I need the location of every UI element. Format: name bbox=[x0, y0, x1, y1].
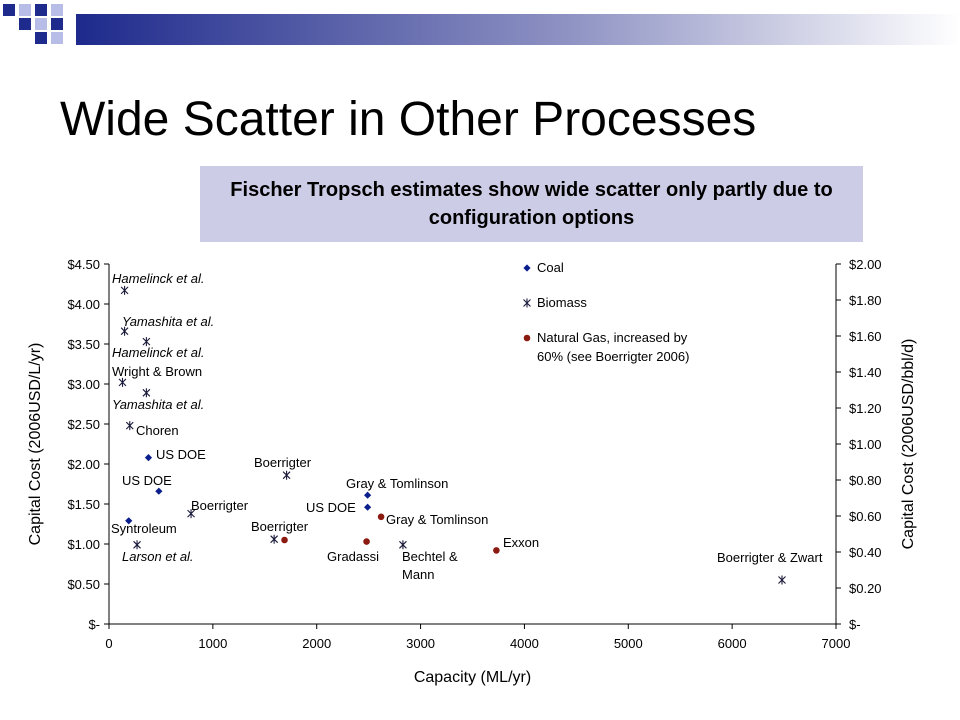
y2-tick-label: $0.60 bbox=[849, 509, 882, 524]
point-annotation: US DOE bbox=[122, 473, 172, 488]
coal-point bbox=[364, 503, 372, 511]
x-tick-label: 1000 bbox=[198, 636, 227, 651]
natural-gas-point bbox=[493, 547, 500, 554]
header-square bbox=[35, 32, 47, 44]
header-square bbox=[3, 4, 15, 16]
y-tick-label: $2.50 bbox=[67, 417, 100, 432]
legend-biomass-label: Biomass bbox=[537, 295, 587, 310]
x-tick-label: 0 bbox=[105, 636, 112, 651]
coal-point bbox=[364, 491, 372, 499]
point-annotation: Choren bbox=[136, 423, 179, 438]
biomass-point bbox=[120, 285, 129, 295]
y-tick-label: $0.50 bbox=[67, 577, 100, 592]
y2-tick-label: $0.20 bbox=[849, 581, 882, 596]
callout-box: Fischer Tropsch estimates show wide scat… bbox=[200, 166, 863, 242]
coal-point bbox=[144, 454, 153, 462]
header-decoration bbox=[3, 4, 960, 45]
point-annotation: Exxon bbox=[503, 535, 539, 550]
point-annotation: Hamelinck et al. bbox=[112, 345, 204, 360]
biomass-point bbox=[142, 388, 151, 398]
y2-tick-label: $1.60 bbox=[849, 329, 882, 344]
point-annotation: Gray & Tomlinson bbox=[386, 512, 488, 527]
natural-gas-point bbox=[281, 536, 288, 544]
biomass-point bbox=[399, 540, 407, 550]
point-annotation: US DOE bbox=[156, 447, 206, 462]
point-annotation: Wright & Brown bbox=[112, 364, 202, 379]
y2-tick-label: $- bbox=[849, 617, 861, 632]
point-annotation: Larson et al. bbox=[122, 549, 194, 564]
x-tick-label: 2000 bbox=[302, 636, 331, 651]
biomass-point bbox=[523, 298, 531, 308]
y-tick-label: $- bbox=[88, 617, 100, 632]
y-tick-label: $1.50 bbox=[67, 497, 100, 512]
point-annotation: Mann bbox=[402, 567, 435, 582]
legend-coal-label: Coal bbox=[537, 260, 564, 275]
biomass-point bbox=[142, 337, 151, 347]
y2-tick-label: $1.00 bbox=[849, 437, 882, 452]
y-tick-label: $3.00 bbox=[67, 377, 100, 392]
header-square bbox=[51, 32, 63, 44]
header-square bbox=[19, 4, 31, 16]
y2-axis-label: Capital Cost (2006USD/bbl/d) bbox=[900, 339, 917, 550]
biomass-point bbox=[778, 575, 786, 585]
y-tick-label: $4.50 bbox=[67, 257, 100, 272]
x-axis-label: Capacity (ML/yr) bbox=[414, 669, 531, 686]
natural-gas-point bbox=[377, 513, 385, 521]
slide-title: Wide Scatter in Other Processes bbox=[60, 93, 757, 146]
natural-gas-point bbox=[523, 334, 531, 342]
header-square bbox=[51, 18, 63, 30]
y2-tick-label: $1.20 bbox=[849, 401, 882, 416]
x-tick-label: 3000 bbox=[406, 636, 435, 651]
point-annotation: Syntroleum bbox=[111, 521, 177, 536]
point-annotation: Boerrigter bbox=[191, 498, 249, 513]
coal-point bbox=[523, 264, 531, 272]
callout-text: Fischer Tropsch estimates show wide scat… bbox=[230, 179, 833, 229]
point-annotation: Boerrigter bbox=[254, 455, 312, 470]
x-tick-label: 5000 bbox=[614, 636, 643, 651]
y-tick-label: $4.00 bbox=[67, 297, 100, 312]
biomass-point bbox=[187, 509, 195, 519]
point-annotation: US DOE bbox=[306, 500, 356, 515]
legend-natural-gas-label-2: 60% (see Boerrigter 2006) bbox=[537, 349, 689, 364]
y2-tick-label: $0.80 bbox=[849, 473, 882, 488]
biomass-point bbox=[125, 421, 134, 431]
point-annotation: Yamashita et al. bbox=[112, 397, 204, 412]
y2-tick-label: $2.00 bbox=[849, 257, 882, 272]
y2-tick-label: $0.40 bbox=[849, 545, 882, 560]
coal-point bbox=[125, 517, 133, 525]
x-tick-label: 7000 bbox=[822, 636, 851, 651]
point-annotation: Gradassi bbox=[327, 549, 379, 564]
biomass-point bbox=[282, 470, 291, 480]
y-tick-label: $2.00 bbox=[67, 457, 100, 472]
biomass-point bbox=[133, 540, 141, 550]
x-tick-label: 4000 bbox=[510, 636, 539, 651]
y-tick-label: $1.00 bbox=[67, 537, 100, 552]
point-annotation: Bechtel & bbox=[402, 549, 458, 564]
y-axis-label: Capital Cost (2006USD/L/yr) bbox=[27, 343, 44, 546]
point-annotation: Gray & Tomlinson bbox=[346, 476, 448, 491]
legend-natural-gas-label: Natural Gas, increased by bbox=[537, 330, 688, 345]
biomass-point bbox=[270, 534, 279, 544]
header-bar bbox=[76, 14, 960, 45]
y2-tick-label: $1.40 bbox=[849, 365, 882, 380]
y-tick-label: $3.50 bbox=[67, 337, 100, 352]
header-square bbox=[35, 4, 47, 16]
natural-gas-point bbox=[363, 538, 370, 545]
biomass-point bbox=[118, 377, 127, 387]
point-annotation: Hamelinck et al. bbox=[112, 271, 204, 286]
header-square bbox=[51, 4, 63, 16]
point-annotation: Boerrigter & Zwart bbox=[717, 550, 823, 565]
header-square bbox=[19, 18, 31, 30]
header-square bbox=[35, 18, 47, 30]
biomass-point bbox=[120, 326, 129, 336]
coal-point bbox=[155, 487, 163, 495]
point-annotation: Boerrigter bbox=[251, 519, 309, 534]
y2-tick-label: $1.80 bbox=[849, 293, 882, 308]
x-tick-label: 6000 bbox=[718, 636, 747, 651]
point-annotation: Yamashita et al. bbox=[122, 314, 214, 329]
